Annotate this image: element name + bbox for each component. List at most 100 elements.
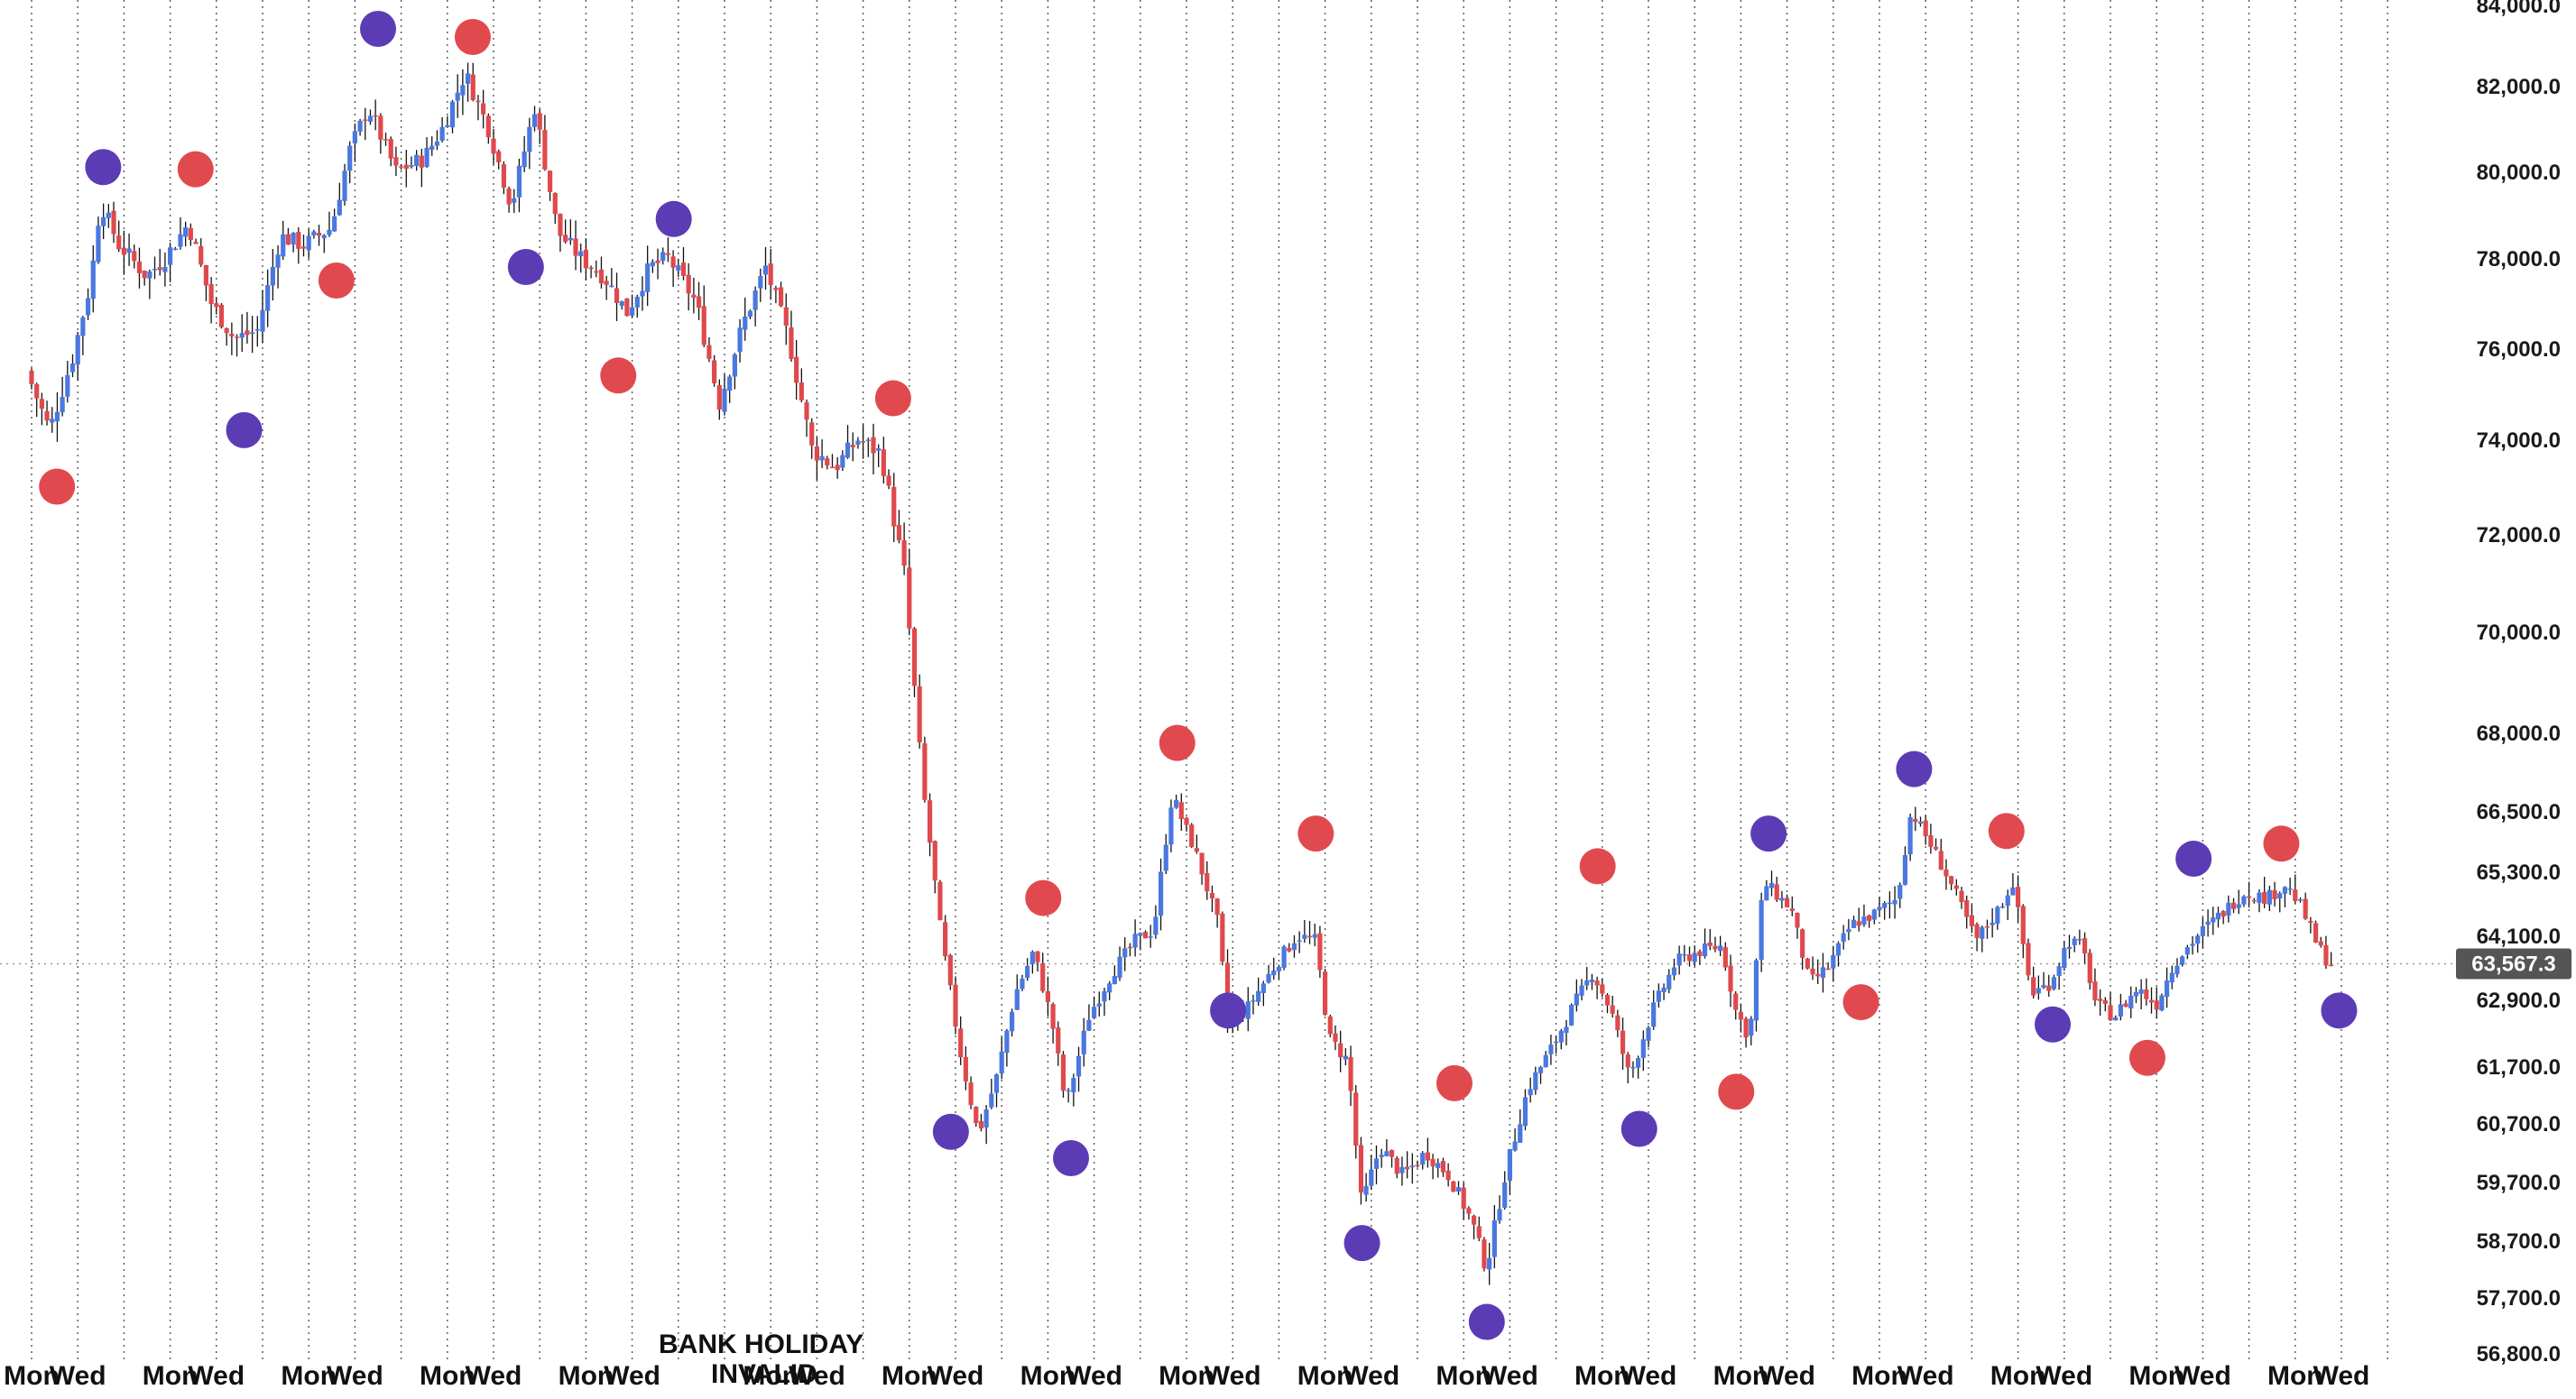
- candle-body: [1014, 989, 1020, 1010]
- candle-body: [1071, 1077, 1076, 1093]
- candle-body: [419, 155, 424, 168]
- candle-body: [1569, 1004, 1574, 1026]
- y-tick-label: 59,700.0: [2477, 1171, 2561, 1195]
- candle-body: [1491, 1220, 1497, 1257]
- candle-body: [373, 115, 378, 117]
- candle-body: [1338, 1043, 1343, 1058]
- candle-body: [1076, 1055, 1082, 1077]
- swing-marker-red: [39, 468, 76, 505]
- candle-body: [845, 442, 851, 458]
- candle-body: [598, 269, 605, 284]
- candle-body: [1682, 953, 1687, 956]
- y-tick-label: 60,700.0: [2477, 1112, 2561, 1137]
- candle-body: [1964, 900, 1970, 917]
- candle-body: [1389, 1150, 1395, 1157]
- candle-body: [773, 288, 779, 290]
- candle-body: [1902, 854, 1908, 885]
- swing-marker-purple: [85, 149, 122, 186]
- candle-body: [588, 267, 594, 270]
- candle-body: [393, 157, 399, 166]
- candle-body: [2154, 1000, 2159, 1010]
- candle-body: [1122, 948, 1128, 958]
- candle-body: [1009, 1011, 1015, 1032]
- candle-body: [429, 145, 435, 150]
- candle-body: [1615, 1015, 1620, 1031]
- candle-body: [716, 384, 722, 410]
- candle-body: [953, 984, 958, 1027]
- candle-body: [696, 296, 702, 308]
- candle-body: [829, 466, 836, 469]
- candle-body: [485, 115, 491, 138]
- y-tick-label: 84,000.0: [2477, 0, 2561, 18]
- candle-body: [147, 271, 152, 279]
- candle-body: [1795, 912, 1800, 928]
- candle-body: [254, 329, 260, 331]
- candle-body: [491, 138, 496, 154]
- candle-body: [1430, 1158, 1436, 1167]
- candle-body: [1107, 983, 1113, 993]
- candle-body: [162, 266, 168, 272]
- candle-body: [449, 101, 456, 128]
- candle-body: [1856, 921, 1861, 926]
- x-tick-label: Wed: [789, 1361, 845, 1391]
- candle-body: [1312, 934, 1317, 938]
- candle-body: [75, 335, 80, 365]
- candle-body: [414, 154, 420, 167]
- y-tick-label: 56,800.0: [2477, 1342, 2561, 1367]
- x-tick-label: Wed: [1897, 1361, 1954, 1391]
- candle-body: [1245, 1001, 1251, 1019]
- x-tick-label: Wed: [50, 1361, 106, 1391]
- candle-body: [2020, 906, 2026, 944]
- candle-body: [281, 234, 286, 257]
- candle-body: [434, 141, 440, 146]
- candle-body: [1917, 821, 1924, 824]
- y-tick-label: 72,000.0: [2477, 523, 2561, 548]
- candle-body: [367, 115, 374, 122]
- candle-body: [1661, 988, 1667, 993]
- candle-body: [1733, 993, 1739, 1010]
- candle-body: [901, 539, 907, 566]
- candle-body: [1656, 990, 1661, 1002]
- candle-body: [65, 374, 70, 397]
- candle-body: [250, 332, 255, 335]
- candle-body: [1451, 1181, 1456, 1192]
- candle-body: [69, 364, 76, 373]
- candle-body: [2215, 912, 2221, 920]
- candle-body: [1558, 1030, 1564, 1043]
- swing-marker-purple: [1620, 1110, 1657, 1147]
- x-tick-label: Wed: [1066, 1361, 1122, 1391]
- candle-body: [1841, 933, 1846, 943]
- candle-body: [558, 213, 563, 236]
- candle-body: [881, 449, 886, 476]
- candle-body: [1287, 947, 1292, 952]
- candle-body: [2005, 895, 2010, 907]
- candle-body: [594, 271, 599, 273]
- candle-body: [2257, 892, 2262, 903]
- candle-body: [1436, 1163, 1441, 1168]
- candle-body: [1785, 897, 1790, 907]
- candle-body: [2297, 899, 2304, 901]
- y-axis: 56,800.0 57,700.0 58,700.0 59,700.0 60,700.0…: [2477, 0, 2561, 1367]
- candle-body: [2082, 938, 2088, 953]
- candle-body: [1980, 926, 1985, 939]
- candle-body: [1158, 871, 1164, 916]
- candle-body: [665, 253, 671, 255]
- candle-body: [886, 475, 891, 486]
- candle-body: [983, 1109, 989, 1127]
- candle-body: [316, 233, 322, 236]
- swing-marker-red: [177, 151, 214, 188]
- candle-body: [614, 288, 620, 303]
- candle-body: [291, 233, 296, 245]
- candle-body: [383, 139, 389, 141]
- candle-body: [1251, 1000, 1256, 1002]
- x-tick-label: Mon: [4, 1361, 60, 1391]
- candle-body: [172, 248, 178, 251]
- candle-body: [2247, 896, 2252, 898]
- candles: [29, 62, 2334, 1285]
- candle-body: [1789, 908, 1795, 911]
- candle-body: [1425, 1152, 1430, 1161]
- x-tick-label: Mon: [1574, 1361, 1630, 1391]
- candle-body: [2123, 1003, 2128, 1008]
- candle-body: [917, 686, 922, 742]
